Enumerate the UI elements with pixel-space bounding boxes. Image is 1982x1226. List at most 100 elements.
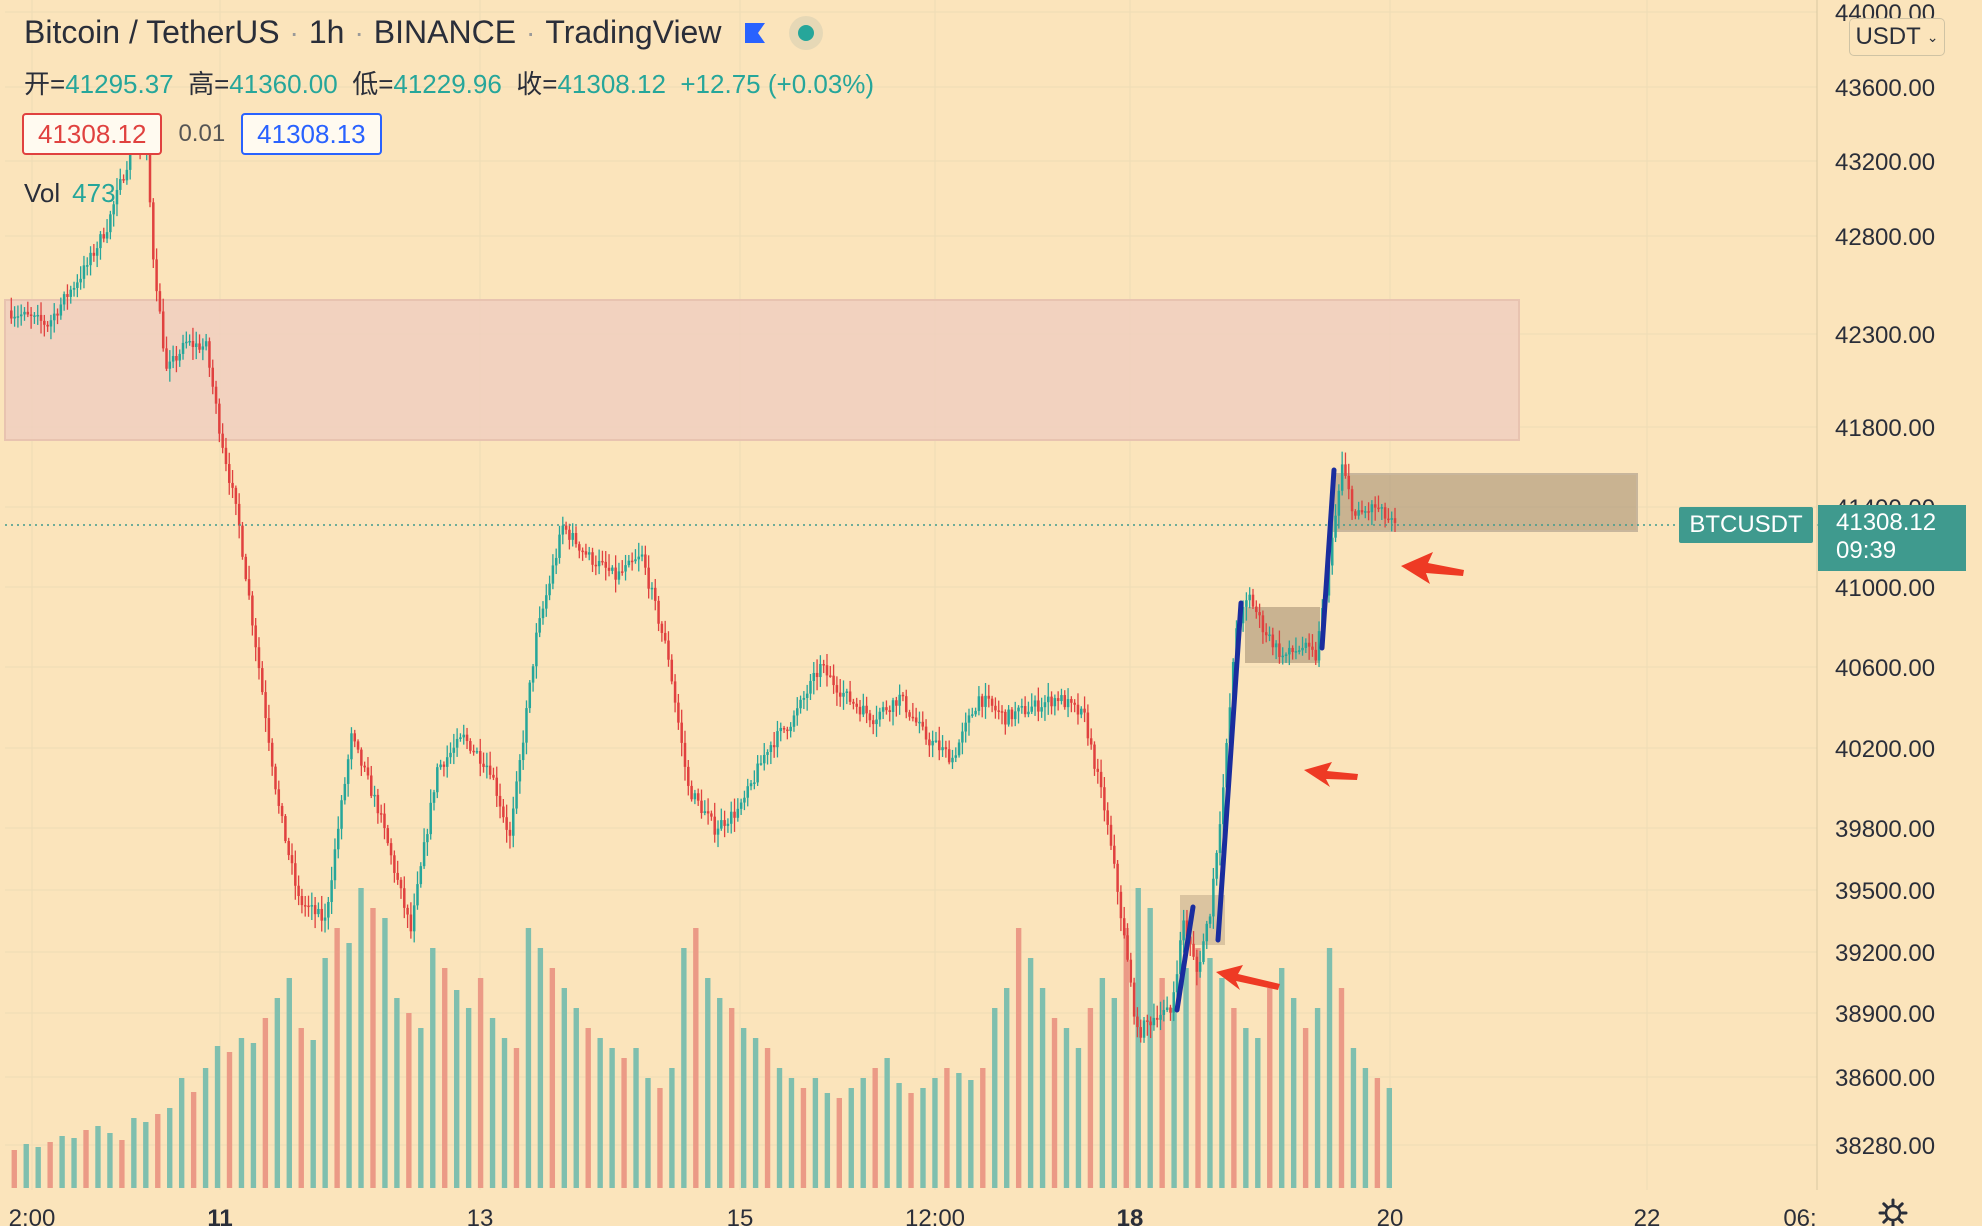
change-value: +12.75 (+0.03%): [680, 69, 875, 99]
price-axis-label: 39800.00: [1835, 816, 1935, 843]
candle-body: [1165, 1007, 1169, 1011]
candle-body: [46, 324, 49, 327]
candle-body: [898, 694, 901, 706]
close-value: 41308.12: [557, 69, 666, 99]
candle-body: [875, 719, 878, 725]
candle-body: [188, 340, 191, 343]
candle-body: [300, 895, 304, 906]
volume-bar: [477, 978, 484, 1188]
candle-body: [571, 533, 574, 540]
annotation-arrows: [1216, 552, 1464, 990]
candle-body: [535, 632, 538, 667]
candle-body: [769, 745, 773, 753]
volume-bar: [956, 1073, 962, 1188]
interval-label[interactable]: 1h: [308, 14, 345, 50]
candle-body: [574, 533, 578, 545]
candle-body: [1142, 1020, 1146, 1038]
volume-bar: [1087, 1008, 1094, 1188]
candle-body: [313, 905, 317, 915]
candle-body: [1208, 916, 1212, 924]
price-axis[interactable]: 44000.0043600.0043200.0042800.0042300.00…: [1835, 0, 1935, 1160]
candle-body: [1340, 464, 1344, 491]
candle-body: [89, 252, 92, 266]
arrow-icon: [1304, 762, 1358, 787]
candle-body: [277, 789, 281, 806]
candle-body: [762, 754, 766, 764]
candle-body: [251, 595, 254, 626]
candle-body: [657, 600, 660, 624]
candle-body: [538, 618, 541, 633]
volume-bar: [11, 1150, 17, 1188]
candle-body: [363, 765, 366, 768]
volume-bar: [107, 1133, 113, 1188]
candle-body: [1245, 600, 1248, 607]
candle-body: [386, 828, 390, 844]
candle-body: [327, 901, 330, 918]
time-axis-label: 13: [467, 1205, 494, 1226]
candle-body: [667, 640, 670, 660]
candle-body: [541, 608, 545, 619]
open-value: 41295.37: [65, 69, 174, 99]
volume-bar: [71, 1138, 77, 1188]
volume-bar: [346, 943, 352, 1188]
candle-body: [815, 672, 819, 678]
flag-icon[interactable]: [743, 21, 767, 45]
candle-body: [1387, 518, 1390, 521]
market-status-icon[interactable]: [789, 15, 824, 50]
volume-bar: [1267, 988, 1273, 1188]
candle-body: [475, 751, 479, 753]
candle-body: [155, 259, 158, 292]
candle-body: [924, 726, 928, 740]
candle-body: [1106, 810, 1109, 825]
candle-body: [234, 487, 238, 504]
candle-body: [373, 794, 376, 797]
candle-body: [1264, 632, 1268, 636]
candle-body: [389, 843, 393, 856]
volume-bar: [824, 1093, 831, 1188]
volume-bar: [322, 958, 328, 1188]
candle-body: [1013, 711, 1017, 720]
candle-body: [749, 783, 753, 787]
candle-body: [1202, 941, 1205, 962]
volume-bar: [1207, 958, 1213, 1188]
candle-body: [343, 783, 347, 801]
buy-button[interactable]: 41308.13: [241, 113, 382, 155]
candle-body: [492, 774, 495, 778]
candle-body: [1060, 695, 1063, 702]
volume-label: Vol: [24, 178, 61, 208]
candle-body: [19, 314, 23, 317]
candle-body: [1284, 654, 1288, 656]
candle-body: [918, 721, 921, 724]
arrow-icon: [1216, 965, 1280, 990]
symbol-name[interactable]: Bitcoin / TetherUS: [24, 14, 280, 50]
candle-body: [895, 700, 898, 706]
bar-countdown: 09:39: [1836, 537, 1897, 564]
candle-body: [951, 757, 954, 763]
candle-body: [307, 905, 310, 908]
candle-body: [488, 765, 492, 775]
candle-body: [812, 672, 816, 681]
volume-bar: [226, 1052, 233, 1188]
candle-body: [350, 733, 353, 760]
time-axis[interactable]: 2:00 11 13 15 12:00 18 20 22 06:: [9, 1205, 1817, 1226]
price-axis-label: 43600.00: [1835, 75, 1935, 102]
candle-body: [1086, 712, 1090, 739]
candle-body: [545, 595, 548, 609]
volume-bar: [800, 1088, 807, 1188]
price-axis-label: 42800.00: [1835, 224, 1935, 251]
high-label: 高=: [188, 69, 230, 99]
candle-body: [1089, 738, 1093, 745]
time-axis-label: 12:00: [905, 1205, 965, 1226]
candle-body: [938, 740, 941, 751]
gear-icon[interactable]: [1878, 1198, 1908, 1226]
volume-legend[interactable]: Vol 473: [24, 178, 116, 209]
candle-body: [862, 705, 865, 715]
sell-button[interactable]: 41308.12: [22, 113, 163, 155]
high-value: 41360.00: [229, 69, 338, 99]
candle-body: [1149, 1021, 1152, 1026]
candle-body: [346, 759, 350, 784]
currency-select[interactable]: USDT ⌄: [1849, 18, 1945, 56]
candle-body: [95, 248, 99, 256]
